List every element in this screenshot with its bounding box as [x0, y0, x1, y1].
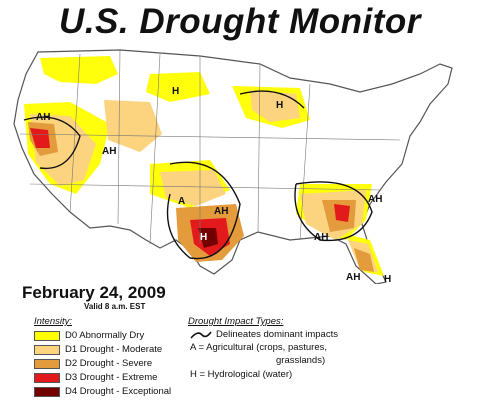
map-label-ga-ah: AH	[314, 232, 328, 243]
legend-swatch-d0	[34, 330, 60, 341]
legend-item-d4: D4 Drought - Exceptional	[34, 385, 171, 398]
legend-swatch-d4	[34, 386, 60, 397]
valid-time: Valid 8 a.m. EST	[84, 302, 146, 311]
legend-item-d0: D0 Abnormally Dry	[34, 329, 144, 342]
intensity-heading: Intensity:	[34, 316, 73, 327]
impact-hydrological: H = Hydrological (water)	[190, 369, 293, 380]
impact-heading: Drought Impact Types:	[188, 316, 284, 327]
legend-swatch-d2	[34, 358, 60, 369]
map-label-ca-ah: AH	[36, 112, 50, 123]
legend-label-d2: D2 Drought - Severe	[65, 358, 153, 369]
d4-region	[198, 228, 218, 248]
impact-line-icon	[190, 331, 212, 339]
map-label-fl-h: H	[384, 274, 391, 284]
legend-item-d2: D2 Drought - Severe	[34, 357, 152, 370]
legend-label-d4: D4 Drought - Exceptional	[65, 386, 172, 397]
map-date: February 24, 2009	[22, 283, 166, 302]
map-label-tx-d4: H	[200, 232, 207, 243]
map-label-ks-a: A	[178, 196, 185, 207]
legend-label-d0: D0 Abnormally Dry	[65, 330, 145, 341]
legend-label-d3: D3 Drought - Extreme	[65, 372, 158, 383]
drought-map: H AH AH H A AH AH AH AH H H	[13, 49, 453, 284]
map-title: U.S. Drought Monitor	[59, 2, 421, 41]
impact-line-desc: Delineates dominant impacts	[216, 329, 338, 340]
impact-agricultural: A = Agricultural (crops, pastures,	[190, 342, 328, 353]
impact-lines	[23, 90, 373, 260]
map-label-tx-ah: AH	[214, 206, 228, 217]
state-lines	[19, 49, 401, 245]
impact-agricultural-cont: grasslands)	[276, 355, 326, 366]
legend-label-d1: D1 Drought - Moderate	[65, 344, 163, 355]
map-label-nw-h: H	[172, 86, 179, 97]
legend-swatch-d3	[34, 372, 60, 383]
map-label-fl-ah: AH	[346, 272, 360, 283]
map-label-mw-h: H	[276, 100, 283, 111]
map-label-se-ah: AH	[368, 194, 382, 205]
legend-item-d3: D3 Drought - Extreme	[34, 371, 157, 384]
map-label-west-ah: AH	[102, 146, 116, 157]
legend-swatch-d1	[34, 344, 60, 355]
legend-item-d1: D1 Drought - Moderate	[34, 343, 162, 356]
